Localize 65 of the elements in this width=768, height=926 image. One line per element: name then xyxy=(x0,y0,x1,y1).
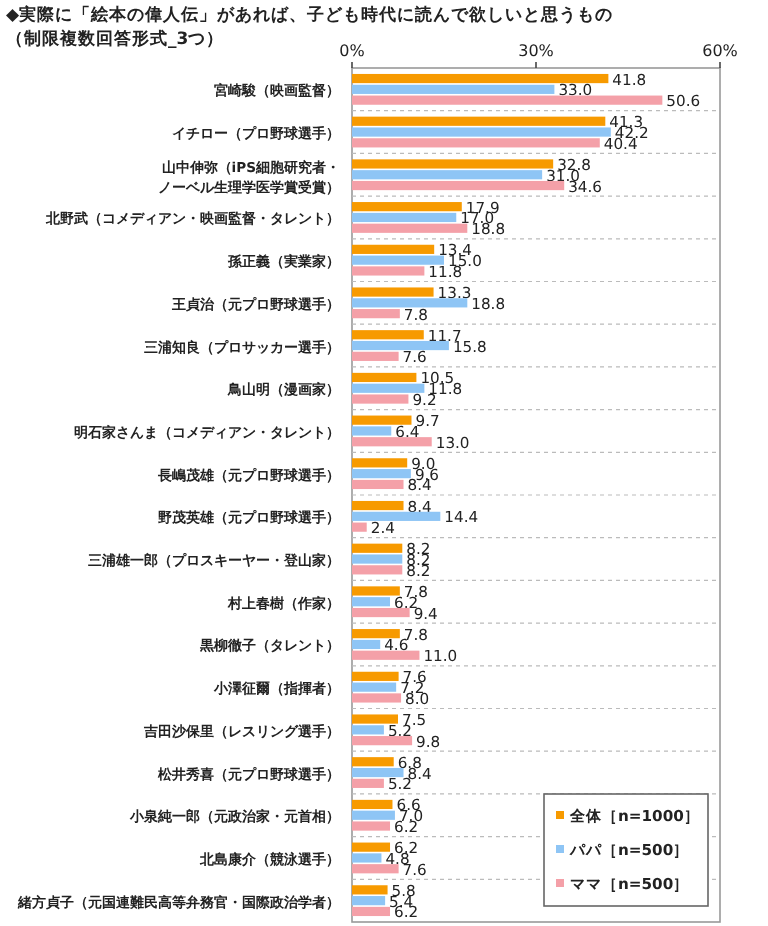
bar xyxy=(352,554,403,564)
bar xyxy=(352,725,384,735)
chart-title: ◆実際に「絵本の偉人伝」があれば、子ども時代に読んで欲しいと思うもの xyxy=(6,4,614,26)
bar xyxy=(352,543,403,553)
bar xyxy=(352,607,410,618)
bar xyxy=(352,597,391,607)
bar xyxy=(352,223,468,233)
bar xyxy=(352,340,449,351)
bar xyxy=(352,778,384,788)
bar xyxy=(352,799,393,810)
bar xyxy=(352,821,391,831)
bar xyxy=(352,127,611,137)
bar xyxy=(352,885,388,895)
bar xyxy=(352,522,367,532)
bar xyxy=(352,180,565,191)
bar xyxy=(352,287,434,297)
bar xyxy=(352,639,381,650)
bar xyxy=(352,682,397,692)
bar xyxy=(352,629,400,639)
bar xyxy=(352,212,457,223)
bar xyxy=(352,244,435,254)
bar xyxy=(352,458,408,468)
bar xyxy=(352,159,554,169)
bar xyxy=(352,469,411,479)
bar xyxy=(352,437,432,447)
bar xyxy=(352,693,402,703)
bar xyxy=(352,266,425,276)
bar xyxy=(352,394,409,404)
bar xyxy=(352,671,399,681)
bar xyxy=(352,853,382,863)
bar xyxy=(352,500,404,511)
bar xyxy=(352,736,413,746)
bar xyxy=(352,372,417,383)
bar xyxy=(352,116,606,126)
x-tick-label: 0% xyxy=(339,42,366,60)
bar xyxy=(352,896,386,906)
bar xyxy=(352,95,663,105)
bar xyxy=(352,586,400,596)
bar xyxy=(352,255,444,265)
bar xyxy=(352,565,403,575)
x-tick-label: 30% xyxy=(518,42,555,60)
text: （制限複数回答形式_3つ） xyxy=(6,28,225,50)
bar xyxy=(352,73,609,84)
bar xyxy=(352,479,404,490)
bar xyxy=(352,138,600,148)
bar xyxy=(352,298,468,308)
bar xyxy=(352,202,462,212)
bar xyxy=(352,309,400,319)
bar xyxy=(352,906,391,917)
bar xyxy=(352,426,392,436)
bar xyxy=(352,415,412,425)
bar xyxy=(352,650,420,660)
bar xyxy=(352,351,399,361)
bar xyxy=(352,767,404,778)
bar xyxy=(352,170,543,180)
x-tick-label: 60% xyxy=(702,42,739,60)
bar xyxy=(352,383,425,393)
bar xyxy=(352,330,424,340)
bar xyxy=(352,511,441,521)
bar xyxy=(352,864,399,874)
bar xyxy=(352,84,555,94)
bar xyxy=(352,757,394,767)
bar xyxy=(352,714,398,724)
bar xyxy=(352,810,395,820)
bar xyxy=(352,842,391,852)
